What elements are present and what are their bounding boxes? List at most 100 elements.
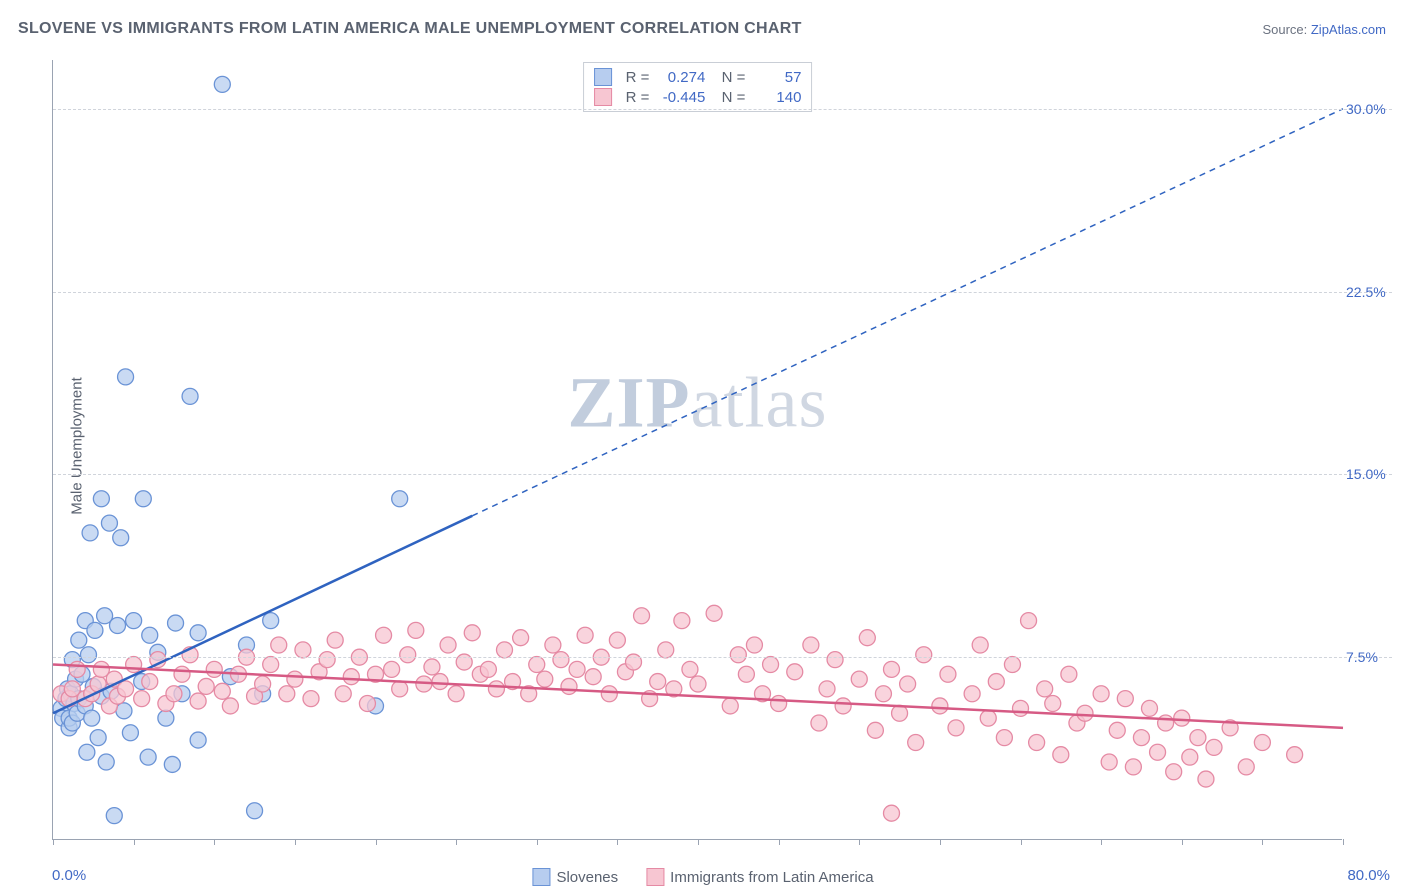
data-point	[206, 661, 222, 677]
data-point	[376, 627, 392, 643]
data-point	[1238, 759, 1254, 775]
data-point	[1133, 730, 1149, 746]
data-point	[488, 681, 504, 697]
x-tick	[1021, 839, 1022, 845]
x-tick	[376, 839, 377, 845]
data-point	[529, 657, 545, 673]
data-point	[811, 715, 827, 731]
x-tick	[1182, 839, 1183, 845]
data-point	[198, 678, 214, 694]
data-point	[787, 664, 803, 680]
data-point	[214, 683, 230, 699]
gridline	[53, 109, 1392, 110]
x-tick	[134, 839, 135, 845]
data-point	[763, 657, 779, 673]
data-point	[1077, 705, 1093, 721]
data-point	[142, 627, 158, 643]
data-point	[118, 681, 134, 697]
swatch-immigrants	[594, 88, 612, 106]
data-point	[859, 630, 875, 646]
data-point	[122, 725, 138, 741]
data-point	[279, 686, 295, 702]
data-point	[448, 686, 464, 702]
data-point	[392, 491, 408, 507]
data-point	[690, 676, 706, 692]
data-point	[900, 676, 916, 692]
legend-item-immigrants: Immigrants from Latin America	[646, 868, 873, 886]
legend-item-slovenes: Slovenes	[532, 868, 618, 886]
data-point	[134, 691, 150, 707]
data-point	[392, 681, 408, 697]
data-point	[819, 681, 835, 697]
data-point	[706, 605, 722, 621]
data-point	[1158, 715, 1174, 731]
data-point	[247, 803, 263, 819]
data-point	[827, 652, 843, 668]
source-link[interactable]: ZipAtlas.com	[1311, 22, 1386, 37]
data-point	[1117, 691, 1133, 707]
data-point	[771, 696, 787, 712]
data-point	[1174, 710, 1190, 726]
data-point	[116, 703, 132, 719]
legend-row-slovenes: R = 0.274 N = 57	[594, 67, 802, 87]
data-point	[80, 647, 96, 663]
data-point	[135, 491, 151, 507]
swatch-slovenes-bottom	[532, 868, 550, 886]
data-point	[908, 735, 924, 751]
data-point	[1254, 735, 1270, 751]
data-point	[1013, 700, 1029, 716]
data-point	[497, 642, 513, 658]
y-tick-label: 7.5%	[1346, 649, 1398, 665]
data-point	[69, 661, 85, 677]
plot-area: ZIPatlas R = 0.274 N = 57 R = -0.445 N =…	[52, 60, 1342, 840]
data-point	[569, 661, 585, 677]
y-tick-label: 22.5%	[1346, 284, 1398, 300]
data-point	[658, 642, 674, 658]
data-point	[1198, 771, 1214, 787]
data-point	[851, 671, 867, 687]
data-point	[140, 749, 156, 765]
data-point	[319, 652, 335, 668]
data-point	[634, 608, 650, 624]
x-tick	[1101, 839, 1102, 845]
data-point	[79, 744, 95, 760]
y-tick-label: 15.0%	[1346, 466, 1398, 482]
x-tick	[214, 839, 215, 845]
source-prefix: Source:	[1262, 22, 1310, 37]
data-point	[1093, 686, 1109, 702]
data-point	[553, 652, 569, 668]
data-point	[71, 632, 87, 648]
gridline	[53, 474, 1392, 475]
data-point	[84, 710, 100, 726]
data-point	[561, 678, 577, 694]
data-point	[400, 647, 416, 663]
data-point	[190, 625, 206, 641]
data-point	[948, 720, 964, 736]
data-point	[118, 369, 134, 385]
data-point	[884, 661, 900, 677]
data-point	[255, 676, 271, 692]
legend-r-label: R =	[626, 69, 650, 86]
data-point	[1061, 666, 1077, 682]
series-legend: Slovenes Immigrants from Latin America	[532, 868, 873, 886]
data-point	[166, 686, 182, 702]
data-point	[537, 671, 553, 687]
x-tick	[1262, 839, 1263, 845]
legend-label-slovenes: Slovenes	[556, 869, 618, 886]
data-point	[1029, 735, 1045, 751]
data-point	[327, 632, 343, 648]
data-point	[545, 637, 561, 653]
data-point	[738, 666, 754, 682]
x-tick	[295, 839, 296, 845]
data-point	[884, 805, 900, 821]
x-tick	[698, 839, 699, 845]
data-point	[746, 637, 762, 653]
data-point	[93, 491, 109, 507]
data-point	[113, 530, 129, 546]
data-point	[585, 669, 601, 685]
gridline	[53, 292, 1392, 293]
data-point	[682, 661, 698, 677]
legend-r-value-immigrants: -0.445	[657, 89, 705, 106]
data-point	[1021, 613, 1037, 629]
x-tick	[53, 839, 54, 845]
